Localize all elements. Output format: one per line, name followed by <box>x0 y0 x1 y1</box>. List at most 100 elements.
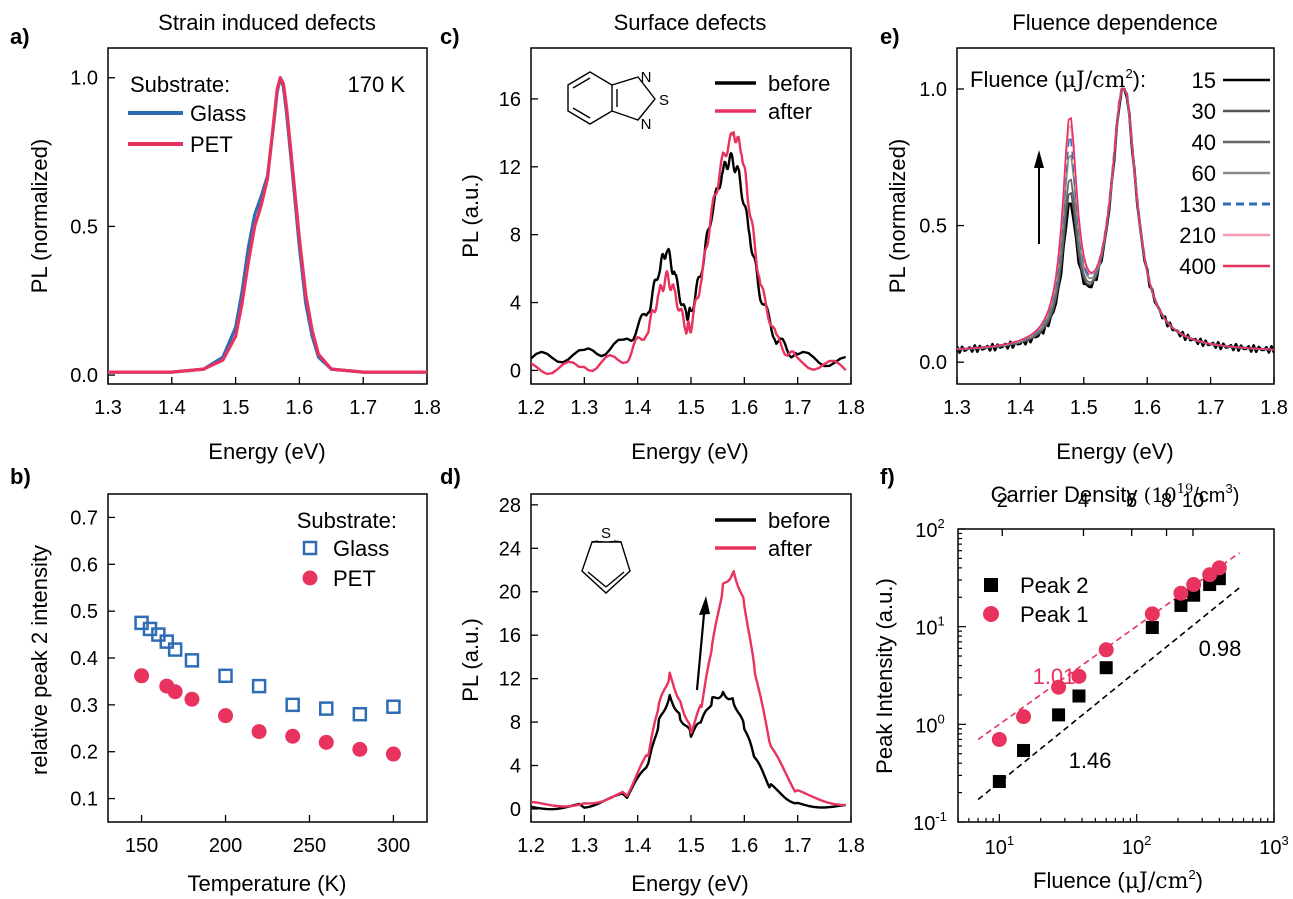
legend-title-unit: μJ/cm <box>1062 68 1126 93</box>
data-point-peak1 <box>1186 577 1202 593</box>
x-tick-label: 1.3 <box>570 835 598 857</box>
x-tick-label: 1.8 <box>413 397 441 419</box>
legend-marker-glass <box>302 540 318 556</box>
legend-marker-peak1 <box>983 606 999 622</box>
panel-b: b) 150 200 250 300 0.1 0.2 0.3 0.4 0.5 0.6 0.7 Tempe… <box>10 464 428 896</box>
x-tick-label: 1.2 <box>517 835 545 857</box>
data-point-peak1 <box>1016 709 1032 725</box>
x-tick-label: 1.4 <box>624 835 652 857</box>
x-tick-exp: 3 <box>1282 833 1289 848</box>
data-point-pet <box>167 684 183 700</box>
data-point-peak1 <box>1098 642 1114 658</box>
panel-title: Strain induced defects <box>158 10 376 35</box>
top-tick-label: 10 <box>1182 490 1204 512</box>
legend-marker-peak2 <box>984 578 998 592</box>
y-tick-label: 0.6 <box>70 554 98 576</box>
y-tick-label: 0 <box>510 360 521 382</box>
y-axis-label: PL (normalized) <box>27 139 52 293</box>
x-tick-label: 250 <box>293 835 326 857</box>
data-point-pet <box>385 746 401 762</box>
data-point-peak2 <box>1017 743 1031 757</box>
clipped-group <box>531 570 846 811</box>
atom-label-n1: N <box>641 69 652 86</box>
double-bond <box>587 571 607 588</box>
x-tick-label: 1.3 <box>570 397 598 419</box>
y-axis-label: PL (a.u.) <box>458 174 483 258</box>
x-axis-label: Energy (eV) <box>631 439 748 464</box>
top-tick-label: 4 <box>1078 490 1089 512</box>
y-tick-label: 0.0 <box>70 365 98 387</box>
panel-title: Surface defects <box>614 10 767 35</box>
x-axis-label: Fluence (μJ/cm2) <box>1033 867 1203 894</box>
y-axis-label: relative peak 2 intensity <box>27 545 52 775</box>
x-tick-label: 1.3 <box>943 397 971 419</box>
legend-label-400: 400 <box>1179 254 1216 279</box>
data-point-glass <box>285 697 300 713</box>
data-point-glass <box>386 699 401 714</box>
legend-title-text: Fluence ( <box>970 67 1062 92</box>
legend-label-glass: Glass <box>190 101 246 126</box>
legend-label-after: after <box>768 536 812 561</box>
data-point-glass <box>319 701 334 716</box>
fit-line-peak2 <box>977 587 1240 801</box>
data-point-pet <box>251 724 267 740</box>
legend-title-sup: 2 <box>1125 66 1132 81</box>
top-axis-unit-base: (10 <box>1143 483 1176 507</box>
legend-title: Substrate: <box>130 72 230 97</box>
y-tick-label: 101 <box>915 614 944 640</box>
y-tick-label: 1.0 <box>919 79 947 101</box>
panel-d: d) 1.2 1.3 1.4 1.5 1.6 1.7 1.8 0 4 8 12 16 20 24 28 Ener… <box>440 464 865 896</box>
legend-label-pet: PET <box>190 132 233 157</box>
x-tick-label: 1.6 <box>730 835 758 857</box>
plot-frame <box>956 47 1275 385</box>
data-point-pet <box>352 741 368 757</box>
x-tick-label: 1.5 <box>1070 397 1098 419</box>
x-tick-label: 300 <box>377 835 410 857</box>
x-tick-label: 1.6 <box>1133 397 1161 419</box>
x-tick-label: 101 <box>985 833 1014 859</box>
clipped-group <box>957 87 1274 355</box>
data-point-peak1 <box>1211 560 1227 576</box>
x-tick-label: 1.4 <box>1006 397 1034 419</box>
data-point-peak1 <box>1144 606 1160 622</box>
y-tick-label: 0.0 <box>919 352 947 374</box>
legend-label-pet: PET <box>333 566 376 591</box>
data-point-pet <box>134 668 150 684</box>
legend-label-peak2: Peak 2 <box>1020 573 1089 598</box>
y-tick-label: 0.5 <box>70 601 98 623</box>
y-tick-base: 10 <box>915 520 937 542</box>
panel-label: f) <box>880 464 895 489</box>
legend-label-15: 15 <box>1192 68 1216 93</box>
data-point-peak2 <box>1174 598 1188 612</box>
atom-label-n2: N <box>641 116 652 133</box>
data-point-peak1 <box>1071 668 1087 684</box>
panel-title: Fluence dependence <box>1012 10 1218 35</box>
y-tick-label: 12 <box>499 669 521 691</box>
increase-arrowhead <box>1034 150 1044 168</box>
legend-label-before: before <box>768 71 830 96</box>
plot-frame <box>957 528 1275 823</box>
y-tick-exp: 1 <box>938 614 945 629</box>
increase-arrowhead <box>699 596 710 615</box>
y-tick-label: 8 <box>510 712 521 734</box>
x-axis-label: Energy (eV) <box>208 439 325 464</box>
y-tick-base: 10 <box>913 813 935 835</box>
data-point-pet <box>184 691 200 707</box>
y-tick-label: 1.0 <box>70 68 98 90</box>
y-tick-label: 0.1 <box>70 789 98 811</box>
top-tick-label: 8 <box>1161 490 1172 512</box>
x-tick-label: 1.5 <box>677 397 705 419</box>
x-tick-label: 1.5 <box>677 835 705 857</box>
y-tick-label: 100 <box>915 711 944 737</box>
fit-label-peak1: 1.01 <box>1033 664 1076 689</box>
top-tick-label: 6 <box>1126 490 1137 512</box>
fit-label-peak2-low: 1.46 <box>1069 748 1112 773</box>
series-line-before <box>531 151 847 368</box>
y-tick-exp: 2 <box>938 516 945 531</box>
atom-label-s: S <box>601 525 611 542</box>
series-line-glass <box>108 76 427 374</box>
top-axis-unit-mid: /cm <box>1193 485 1225 507</box>
x-tick-base: 10 <box>1122 837 1144 859</box>
